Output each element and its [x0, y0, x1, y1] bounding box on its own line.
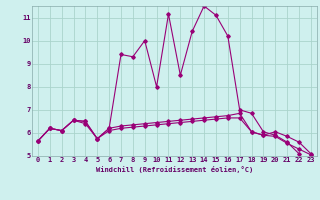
- X-axis label: Windchill (Refroidissement éolien,°C): Windchill (Refroidissement éolien,°C): [96, 166, 253, 173]
